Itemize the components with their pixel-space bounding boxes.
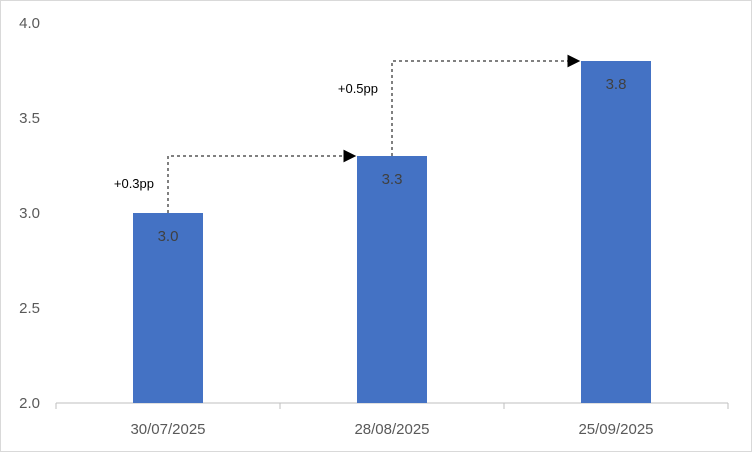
bar: [581, 61, 651, 403]
data-label: 3.8: [606, 76, 627, 93]
y-axis-ticks: 2.0 2.5 3.0 3.5 4.0: [19, 15, 40, 412]
change-arrow: [167, 149, 357, 213]
y-tick-label: 3.0: [19, 205, 40, 222]
change-label: +0.3pp: [114, 176, 154, 191]
x-tick-label: 30/07/2025: [130, 421, 205, 438]
x-axis-ticks: 30/07/2025 28/08/2025 25/09/2025: [55, 403, 729, 438]
data-labels: 3.0 3.3 3.8: [158, 76, 627, 245]
change-arrows: +0.3pp +0.5pp: [114, 54, 581, 213]
y-tick-label: 2.5: [19, 300, 40, 317]
y-tick-label: 4.0: [19, 15, 40, 32]
change-label: +0.5pp: [338, 81, 378, 96]
data-label: 3.0: [158, 228, 179, 245]
bars: [133, 61, 651, 403]
bar: [133, 213, 203, 403]
x-tick-label: 25/09/2025: [578, 421, 653, 438]
data-label: 3.3: [382, 171, 403, 188]
x-tick-label: 28/08/2025: [354, 421, 429, 438]
bar: [357, 156, 427, 403]
y-tick-label: 3.5: [19, 110, 40, 127]
change-arrow: [391, 54, 581, 156]
y-tick-label: 2.0: [19, 395, 40, 412]
